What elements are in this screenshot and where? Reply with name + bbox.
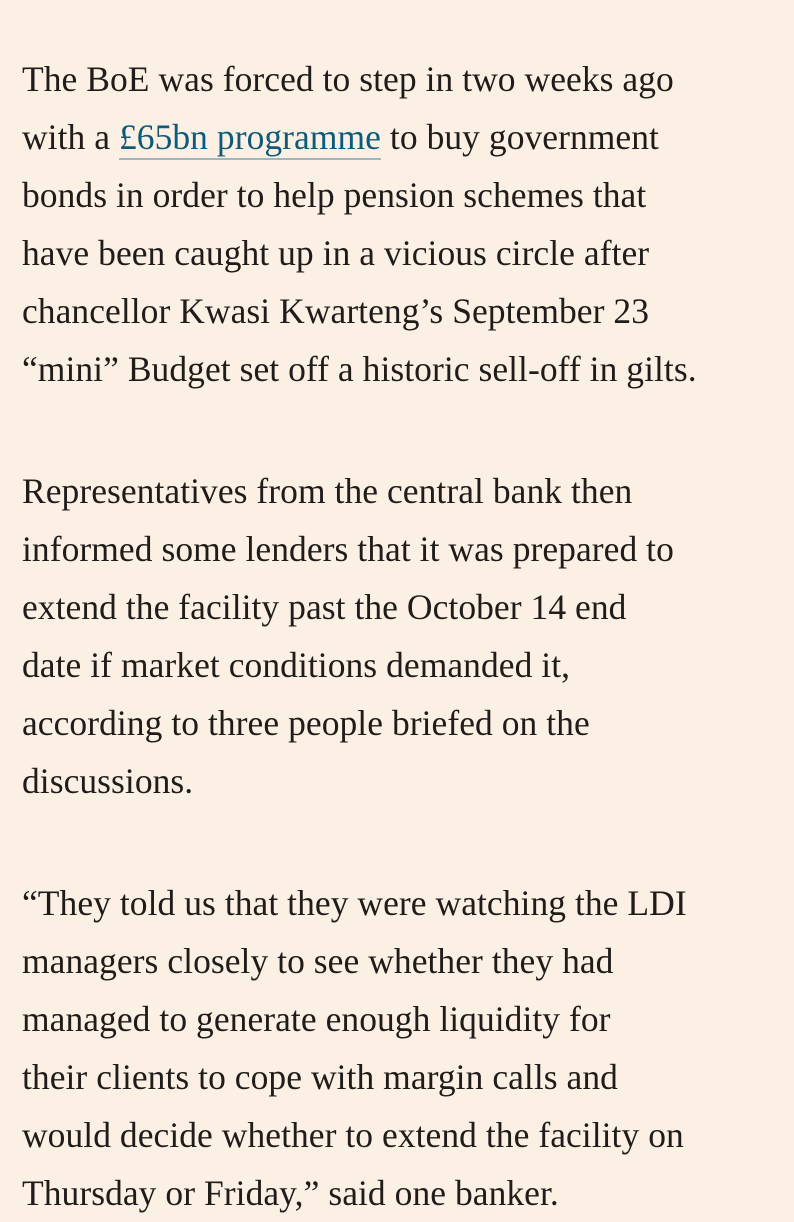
text-line: date if market conditions demanded it, (22, 636, 774, 694)
text-line: “They told us that they were watching th… (22, 874, 774, 932)
text-segment: with a (22, 117, 119, 157)
text-line: bonds in order to help pension schemes t… (22, 166, 774, 224)
text-line: would decide whether to extend the facil… (22, 1106, 774, 1164)
text-segment: chancellor Kwasi Kwarteng’s September 23 (22, 291, 649, 331)
text-line: have been caught up in a vicious circle … (22, 224, 774, 282)
text-segment: bonds in order to help pension schemes t… (22, 175, 647, 215)
text-segment: The BoE was forced to step in two weeks … (22, 59, 674, 99)
programme-link[interactable]: £65bn programme (118, 117, 381, 160)
text-segment: according to three people briefed on the (22, 703, 590, 743)
text-line: extend the facility past the October 14 … (22, 578, 774, 636)
text-segment: managers closely to see whether they had (22, 941, 614, 981)
text-segment: date if market conditions demanded it, (22, 645, 571, 685)
text-line: chancellor Kwasi Kwarteng’s September 23 (22, 282, 774, 340)
article-paragraph-central-bank-representatives: Representatives from the central bank th… (22, 462, 774, 810)
text-segment: “They told us that they were watching th… (22, 883, 687, 923)
text-segment: informed some lenders that it was prepar… (22, 529, 674, 569)
text-segment: Representatives from the central bank th… (22, 471, 633, 511)
text-line: “mini” Budget set off a historic sell-of… (22, 340, 774, 398)
text-line: informed some lenders that it was prepar… (22, 520, 774, 578)
text-line: Representatives from the central bank th… (22, 462, 774, 520)
text-segment: to buy government (381, 117, 659, 157)
text-line: managed to generate enough liquidity for (22, 990, 774, 1048)
text-segment: Thursday or Friday,” said one banker. (22, 1173, 559, 1213)
text-line: with a £65bn programme to buy government (22, 108, 774, 166)
article-paragraph-banker-quote: “They told us that they were watching th… (22, 874, 774, 1222)
text-segment: would decide whether to extend the facil… (22, 1115, 684, 1155)
text-segment: managed to generate enough liquidity for (22, 999, 611, 1039)
text-segment: “mini” Budget set off a historic sell-of… (22, 349, 697, 389)
text-line: according to three people briefed on the (22, 694, 774, 752)
text-line: their clients to cope with margin calls … (22, 1048, 774, 1106)
text-segment: their clients to cope with margin calls … (22, 1057, 618, 1097)
text-line: discussions. (22, 752, 774, 810)
text-line: Thursday or Friday,” said one banker. (22, 1164, 774, 1222)
text-segment: discussions. (22, 761, 194, 801)
text-segment: extend the facility past the October 14 … (22, 587, 627, 627)
article-paragraph-boe-intervention: The BoE was forced to step in two weeks … (22, 50, 774, 398)
text-line: managers closely to see whether they had (22, 932, 774, 990)
text-line: The BoE was forced to step in two weeks … (22, 50, 774, 108)
text-segment: have been caught up in a vicious circle … (22, 233, 650, 273)
